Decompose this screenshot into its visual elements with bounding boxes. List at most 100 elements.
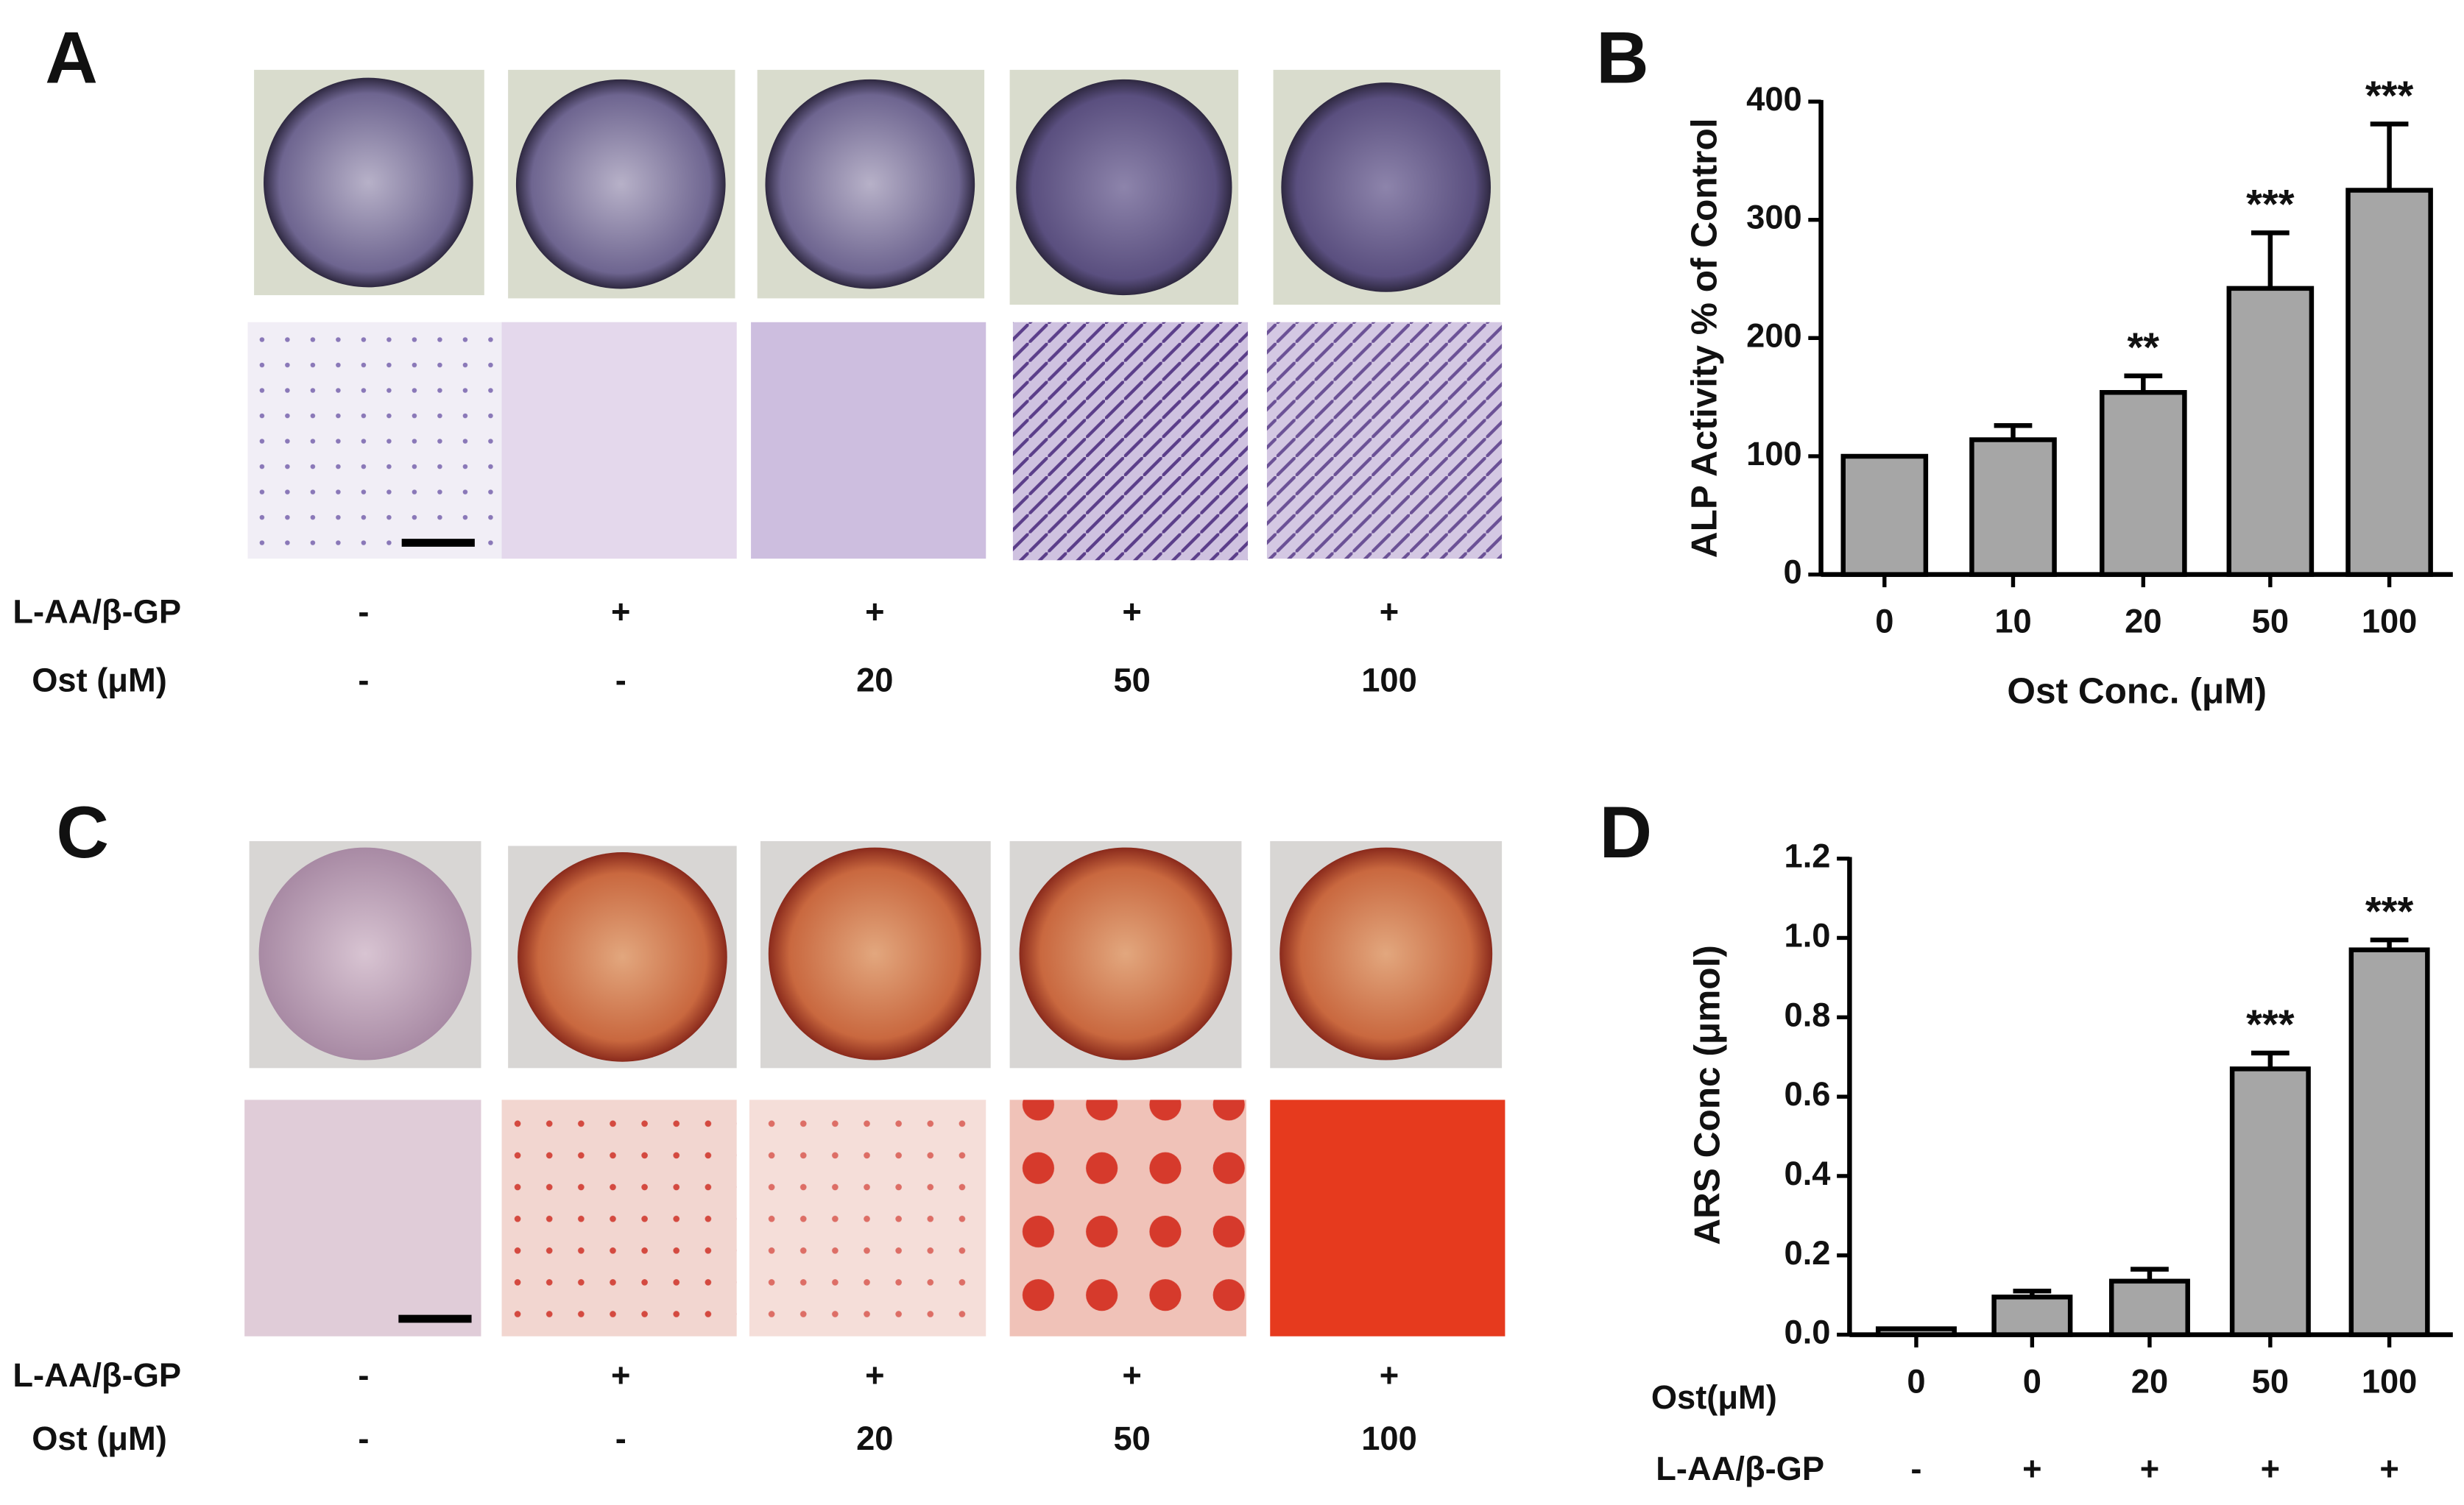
error-bar [2251,1050,2290,1069]
row-value: 50 [1113,661,1150,698]
row-value: 100 [1361,1420,1417,1457]
x-tick-label: 20 [2125,602,2161,640]
dish [264,77,473,288]
row-value: + [1122,1356,1141,1394]
x-tick-label: 50 [2252,1362,2289,1400]
significance: *** [2246,1001,2295,1047]
x-tick-label: 10 [1994,602,2031,640]
panel-label: C [56,792,109,874]
dish [515,79,726,289]
row-label: Ost (μM) [32,1420,167,1457]
x-tick-label: 0 [1907,1362,1925,1400]
bar [1969,437,2057,577]
bar [2348,947,2430,1337]
y-axis-title: ALP Activity % of Control [1683,118,1724,558]
micrograph [1009,1099,1246,1336]
y-tick-label: 0 [1783,553,1801,591]
row-value: - [615,1420,626,1457]
row-value: + [611,1356,630,1394]
x-tick-label: 20 [2131,1362,2168,1400]
dish-row-a [254,69,1500,305]
x-tick-label: 100 [2362,1362,2418,1400]
dish [1279,847,1493,1060]
row-value: 50 [1113,1420,1150,1457]
y-tick-label: 400 [1746,80,1802,118]
row-value: + [611,593,630,631]
row-value: + [1122,593,1141,631]
bar [2100,390,2187,577]
y-tick-label: 0.2 [1785,1234,1831,1272]
error-bar [2251,230,2290,288]
row-value: 20 [856,1420,893,1457]
y-axis-title: ARS Conc (μmol) [1687,945,1728,1245]
y-tick-label: 1.2 [1785,838,1831,875]
row-value: - [358,661,369,698]
panel-label: B [1596,17,1649,99]
micrograph-row-a [247,322,1503,561]
bar [2229,1066,2311,1337]
row-value: 20 [856,661,893,698]
row-value: - [358,593,369,631]
x-row-title: L-AA/β-GP [1656,1450,1824,1487]
x-row-label: + [2022,1450,2041,1487]
bar [1991,1295,2073,1337]
row-value: - [358,1356,369,1394]
x-tick-label: 0 [1875,602,1893,640]
x-tick-label: 0 [2023,1362,2041,1400]
y-tick-label: 0.6 [1785,1075,1831,1113]
bar [2226,286,2315,577]
row-value: - [615,661,626,698]
row-value: + [1380,593,1399,631]
micrograph [1012,322,1249,561]
significance: *** [2365,888,2414,934]
x-row-title: Ost(μM) [1651,1378,1777,1416]
micrograph-row-c [244,1099,1505,1336]
bar [1840,453,1929,577]
x-row-label: + [2140,1450,2159,1487]
error-bar [2370,121,2409,191]
row-value: 100 [1361,661,1417,698]
row-label: L-AA/β-GP [13,1356,181,1394]
bar [1875,1326,1957,1337]
y-tick-label: 300 [1746,199,1802,236]
row-label: L-AA/β-GP [13,593,181,631]
y-tick-label: 100 [1746,435,1802,472]
row-value: + [865,593,884,631]
x-tick-label: 50 [2252,602,2289,640]
panel-label: A [45,17,98,99]
row-label: Ost (μM) [32,661,167,698]
x-row-label: + [2379,1450,2398,1487]
dish [768,847,981,1060]
photo-panels [244,69,1505,1336]
micrograph [501,322,737,559]
x-row-label: - [1910,1450,1921,1487]
row-value: - [358,1420,369,1457]
row-value: + [865,1356,884,1394]
dish [1019,847,1232,1060]
error-bar [2370,937,2409,950]
dish [1016,79,1232,296]
y-tick-label: 0.0 [1785,1314,1831,1351]
micrograph [751,322,986,559]
micrograph [244,1099,481,1336]
panel-label: D [1599,792,1652,874]
x-axis-title: Ost Conc. (μM) [2007,670,2267,711]
y-tick-label: 1.0 [1785,916,1831,954]
row-value: + [1380,1356,1399,1394]
y-tick-label: 200 [1746,316,1802,354]
error-bar [2131,1267,2169,1281]
y-tick-label: 0.8 [1785,996,1831,1033]
error-bar [1994,422,2033,440]
y-tick-label: 0.4 [1785,1155,1831,1192]
micrograph [749,1099,986,1336]
bar [2108,1278,2190,1337]
significance: ** [2128,324,2160,370]
dish-row-c [249,840,1503,1069]
error-bar [2013,1289,2052,1297]
micrograph [1270,1099,1505,1336]
significance: *** [2246,181,2295,227]
dish [518,852,727,1062]
micrograph [1266,322,1503,559]
